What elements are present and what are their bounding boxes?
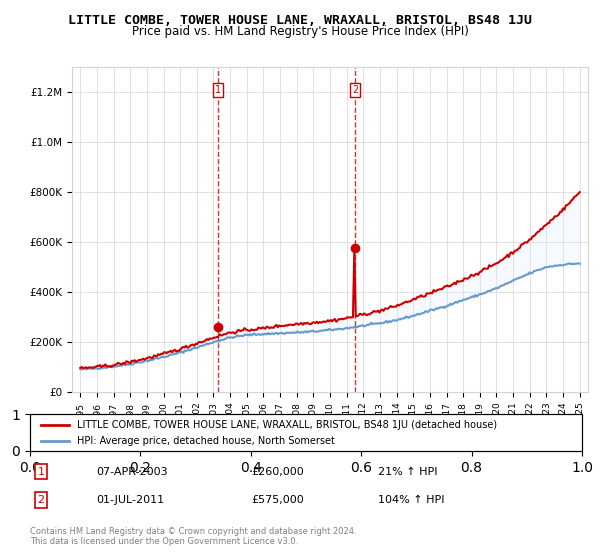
- Text: 07-APR-2003: 07-APR-2003: [96, 466, 168, 477]
- Text: 21% ↑ HPI: 21% ↑ HPI: [378, 466, 437, 477]
- Text: 1: 1: [38, 466, 44, 477]
- Text: Contains HM Land Registry data © Crown copyright and database right 2024.
This d: Contains HM Land Registry data © Crown c…: [30, 526, 356, 546]
- Text: 1: 1: [215, 85, 221, 95]
- Text: Price paid vs. HM Land Registry's House Price Index (HPI): Price paid vs. HM Land Registry's House …: [131, 25, 469, 38]
- Text: LITTLE COMBE, TOWER HOUSE LANE, WRAXALL, BRISTOL, BS48 1JU: LITTLE COMBE, TOWER HOUSE LANE, WRAXALL,…: [68, 14, 532, 27]
- Text: LITTLE COMBE, TOWER HOUSE LANE, WRAXALL, BRISTOL, BS48 1JU (detached house): LITTLE COMBE, TOWER HOUSE LANE, WRAXALL,…: [77, 419, 497, 430]
- Text: £260,000: £260,000: [251, 466, 304, 477]
- Text: HPI: Average price, detached house, North Somerset: HPI: Average price, detached house, Nort…: [77, 436, 335, 446]
- Text: 2: 2: [352, 85, 358, 95]
- Text: 104% ↑ HPI: 104% ↑ HPI: [378, 495, 444, 505]
- Text: £575,000: £575,000: [251, 495, 304, 505]
- Text: 01-JUL-2011: 01-JUL-2011: [96, 495, 164, 505]
- Text: 2: 2: [37, 495, 44, 505]
